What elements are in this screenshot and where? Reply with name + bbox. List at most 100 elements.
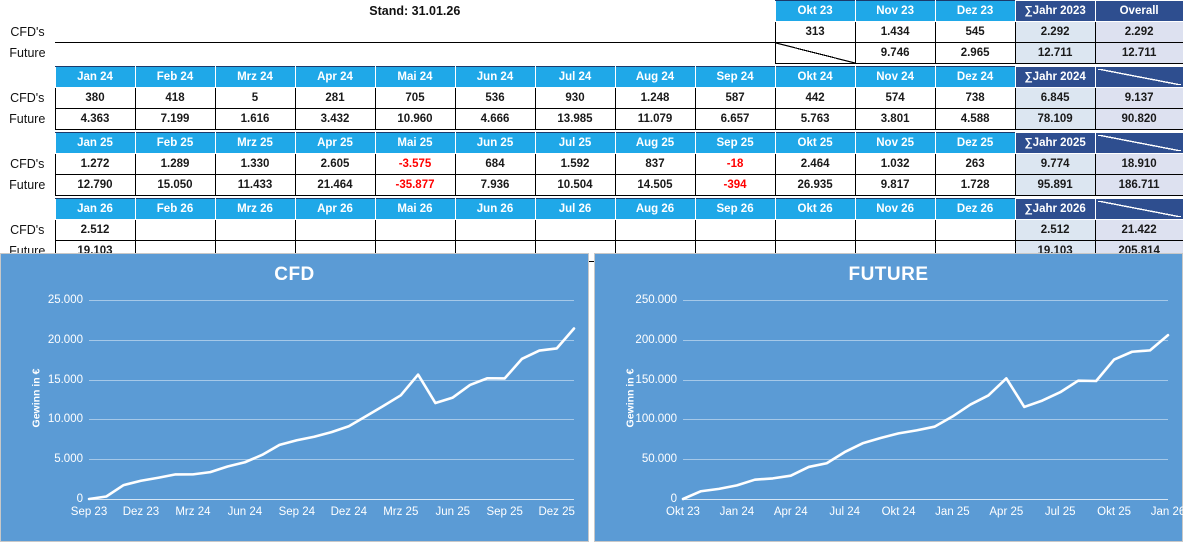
- data-cell[interactable]: 4.666: [454, 108, 536, 130]
- data-cell[interactable]: [694, 219, 776, 241]
- month-header-sep-26: Sep 26: [694, 198, 776, 220]
- data-cell[interactable]: 21.464: [294, 174, 376, 196]
- month-header-dez-26: Dez 26: [934, 198, 1016, 220]
- data-cell[interactable]: 14.505: [614, 174, 696, 196]
- chart-cfd[interactable]: CFD Gewinn in € 0 5.000 10.000 15.000 20.000…: [0, 253, 589, 542]
- overall-header: [1094, 66, 1183, 88]
- data-cell[interactable]: 10.504: [534, 174, 616, 196]
- data-cell[interactable]: 1.248: [614, 87, 696, 109]
- year-sum-cell[interactable]: 9.774: [1014, 153, 1096, 175]
- data-cell[interactable]: 3.432: [294, 108, 376, 130]
- data-cell[interactable]: 418: [134, 87, 216, 109]
- year-sum-cell[interactable]: 6.845: [1014, 87, 1096, 109]
- data-cell[interactable]: 3.801: [854, 108, 936, 130]
- data-cell[interactable]: 930: [534, 87, 616, 109]
- data-cell[interactable]: [854, 219, 936, 241]
- data-cell[interactable]: 587: [694, 87, 776, 109]
- data-cell[interactable]: 1.434: [854, 21, 936, 43]
- data-cell[interactable]: 545: [934, 21, 1016, 43]
- data-cell[interactable]: 2.464: [774, 153, 856, 175]
- year-sum-cell[interactable]: 78.109: [1014, 108, 1096, 130]
- table-row-future: Future 12.790 15.050 11.433 21.464 -35.877 7.9…: [0, 174, 1183, 196]
- data-cell[interactable]: 5: [214, 87, 296, 109]
- data-cell[interactable]: 7.936: [454, 174, 536, 196]
- data-cell[interactable]: 574: [854, 87, 936, 109]
- data-cell[interactable]: 837: [614, 153, 696, 175]
- gridline: [89, 459, 574, 461]
- overall-cell[interactable]: 12.711: [1094, 42, 1183, 64]
- data-cell[interactable]: 281: [294, 87, 376, 109]
- data-cell[interactable]: [454, 219, 536, 241]
- overall-cell[interactable]: 21.422: [1094, 219, 1183, 241]
- overall-cell[interactable]: 9.137: [1094, 87, 1183, 109]
- data-cell[interactable]: 1.592: [534, 153, 616, 175]
- data-cell[interactable]: [614, 219, 696, 241]
- data-cell[interactable]: 9.817: [854, 174, 936, 196]
- year-sum-cell[interactable]: 95.891: [1014, 174, 1096, 196]
- data-cell[interactable]: [934, 219, 1016, 241]
- data-cell[interactable]: 1.032: [854, 153, 936, 175]
- data-cell[interactable]: 11.433: [214, 174, 296, 196]
- data-cell[interactable]: 536: [454, 87, 536, 109]
- data-cell[interactable]: 10.960: [374, 108, 456, 130]
- data-cell[interactable]: 4.363: [54, 108, 136, 130]
- data-cell[interactable]: 1.289: [134, 153, 216, 175]
- data-cell[interactable]: -35.877: [374, 174, 456, 196]
- data-cell[interactable]: 313: [774, 21, 856, 43]
- data-cell[interactable]: 2.512: [54, 219, 136, 241]
- data-cell[interactable]: -394: [694, 174, 776, 196]
- x-axis-tick-label: Okt 25: [1097, 506, 1132, 518]
- empty-merged-cell: [55, 21, 776, 43]
- series-polyline: [683, 335, 1168, 499]
- data-cell[interactable]: 442: [774, 87, 856, 109]
- overall-cell[interactable]: 18.910: [1094, 153, 1183, 175]
- month-header-jan-26: Jan 26: [54, 198, 136, 220]
- data-cell[interactable]: 11.079: [614, 108, 696, 130]
- data-cell[interactable]: 1.728: [934, 174, 1016, 196]
- data-cell[interactable]: 6.657: [694, 108, 776, 130]
- data-cell[interactable]: -3.575: [374, 153, 456, 175]
- data-cell[interactable]: 380: [54, 87, 136, 109]
- data-cell[interactable]: [534, 219, 616, 241]
- data-cell[interactable]: [774, 219, 856, 241]
- data-cell[interactable]: [774, 42, 856, 64]
- data-cell[interactable]: 15.050: [134, 174, 216, 196]
- data-cell[interactable]: 1.272: [54, 153, 136, 175]
- data-cell[interactable]: -18: [694, 153, 776, 175]
- year-sum-cell[interactable]: 2.292: [1014, 21, 1096, 43]
- month-header-mai-26: Mai 26: [374, 198, 456, 220]
- year-sum-header: ∑Jahr 2023: [1014, 0, 1096, 22]
- data-cell[interactable]: 7.199: [134, 108, 216, 130]
- data-cell[interactable]: 1.330: [214, 153, 296, 175]
- data-cell[interactable]: 684: [454, 153, 536, 175]
- data-cell[interactable]: 4.588: [934, 108, 1016, 130]
- chart-future[interactable]: FUTURE Gewinn in € 0 50.000 100.000 150.000…: [594, 253, 1183, 542]
- data-cell[interactable]: 12.790: [54, 174, 136, 196]
- data-cell[interactable]: 1.616: [214, 108, 296, 130]
- chart-future-title: FUTURE: [848, 264, 929, 285]
- y-axis-tick-label: 10.000: [47, 413, 83, 426]
- data-cell[interactable]: 705: [374, 87, 456, 109]
- data-cell[interactable]: 9.746: [854, 42, 936, 64]
- data-cell[interactable]: [294, 219, 376, 241]
- data-cell[interactable]: 5.763: [774, 108, 856, 130]
- year-sum-cell[interactable]: 12.711: [1014, 42, 1096, 64]
- data-cell[interactable]: [374, 219, 456, 241]
- overall-cell[interactable]: 2.292: [1094, 21, 1183, 43]
- data-cell[interactable]: [134, 219, 216, 241]
- data-cell[interactable]: 26.935: [774, 174, 856, 196]
- data-cell[interactable]: 738: [934, 87, 1016, 109]
- overall-cell[interactable]: 90.820: [1094, 108, 1183, 130]
- y-axis-tick-label: 25.000: [47, 294, 83, 306]
- data-cell[interactable]: 2.605: [294, 153, 376, 175]
- month-header-okt-26: Okt 26: [774, 198, 856, 220]
- overall-cell[interactable]: 186.711: [1094, 174, 1183, 196]
- gridline: [89, 419, 574, 421]
- data-cell[interactable]: 263: [934, 153, 1016, 175]
- year-sum-cell[interactable]: 2.512: [1014, 219, 1096, 241]
- month-header-nov-24: Nov 24: [854, 66, 936, 88]
- data-cell[interactable]: 13.985: [534, 108, 616, 130]
- data-cell[interactable]: [214, 219, 296, 241]
- data-cell[interactable]: 2.965: [934, 42, 1016, 64]
